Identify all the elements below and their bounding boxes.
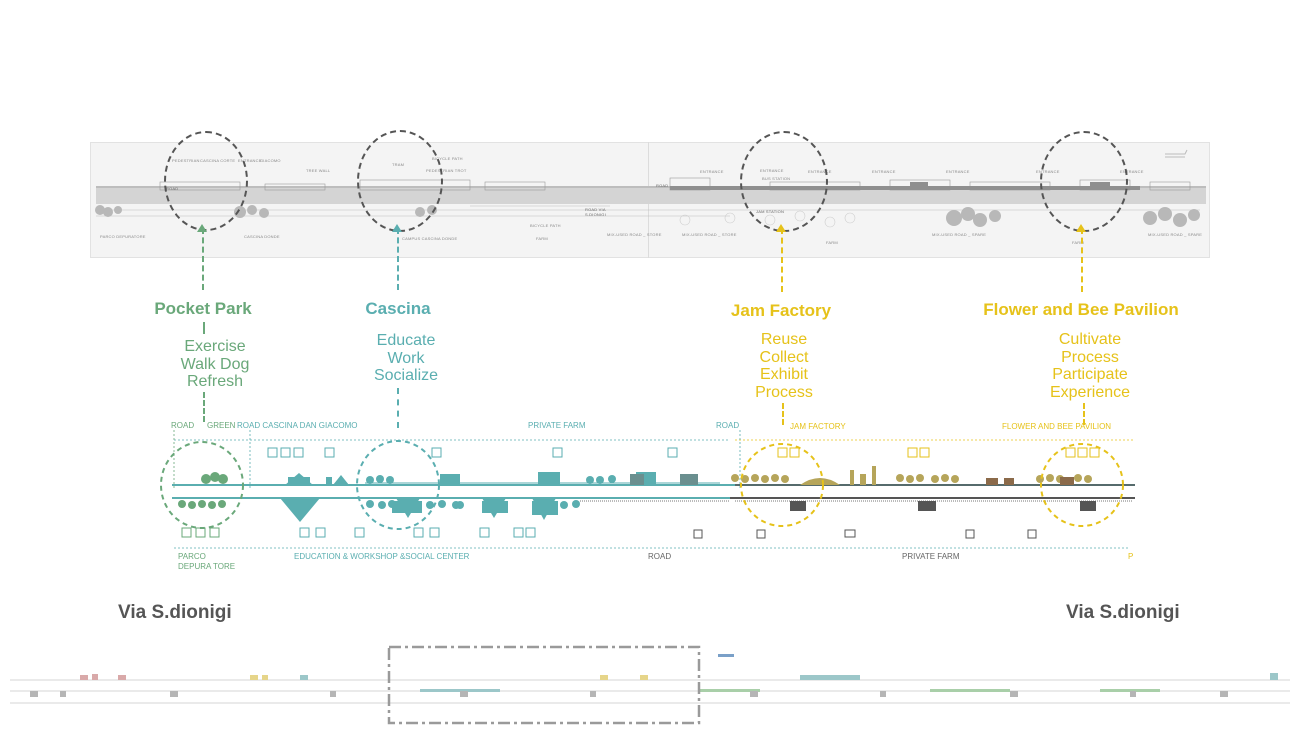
activity-item: Walk Dog xyxy=(180,355,250,373)
activities-flower-bee: Cultivate Process Participate Experience xyxy=(1050,331,1130,401)
activities-jam-factory: Reuse Collect Exhibit Process xyxy=(755,331,813,401)
plan-label: ENTRANCE xyxy=(946,169,970,174)
section-label-road-cascina: ROAD CASCINA DAN GIACOMO xyxy=(237,421,358,430)
activity-item: Educate xyxy=(376,332,436,349)
connector-cascina xyxy=(397,228,399,290)
section-label-green: GREEN xyxy=(207,421,236,430)
plan-label: PEDESTRIAN TROT xyxy=(426,168,467,173)
plan-road-label: ROAD VIA S.DIONIGI xyxy=(585,207,606,217)
plan-label: TREE WALL xyxy=(306,168,331,173)
section-label-education: EDUCATION & WORKSHOP &SOCIAL CENTER xyxy=(294,552,470,561)
activity-item: Reuse xyxy=(760,331,808,348)
plan-label: BICYCLE PATH xyxy=(530,223,561,228)
section-label-road: ROAD xyxy=(648,552,672,561)
plan-label: CAMPUS CASCINA DONDE xyxy=(402,236,458,241)
plan-label: ENTRANCE xyxy=(700,169,724,174)
plan-highlight-jam-factory xyxy=(740,131,828,232)
activity-item: Refresh xyxy=(186,373,244,390)
activity-item: Process xyxy=(1061,348,1119,366)
connector-arrowheads xyxy=(197,224,1086,232)
section-label-flower-bee: FLOWER AND BEE PAVILION xyxy=(1002,422,1112,431)
activity-item: Collect xyxy=(759,348,809,366)
plan-road-label: ROAD xyxy=(656,183,669,188)
overview-strip xyxy=(10,645,1290,725)
plan-highlight-pocket-park xyxy=(164,131,248,231)
activity-item: Process xyxy=(755,383,813,401)
plan-label: MIX-USED ROAD _ STORE xyxy=(682,232,737,237)
section-label-road: ROAD xyxy=(171,421,195,430)
section-label-jam-factory: JAM FACTORY xyxy=(790,422,846,431)
plan-highlight-flower-bee xyxy=(1040,131,1128,232)
connector-pocket-park-section xyxy=(203,392,205,422)
section-label-road: ROAD xyxy=(716,421,740,430)
plan-label: GIACOMO xyxy=(260,158,281,163)
street-label-right: Via S.dionigi xyxy=(1066,602,1180,623)
activity-item: Exhibit xyxy=(759,366,809,383)
connector-pocket-park xyxy=(202,228,204,290)
plan-label: PARCO DEPURATORE xyxy=(100,234,146,239)
plan-label: BICYCLE PATH xyxy=(432,156,463,161)
plan-label: ENTRANCE xyxy=(1120,169,1144,174)
plan-label: FARM xyxy=(1072,240,1084,245)
connector-pocket-park-short xyxy=(203,322,205,334)
activity-item: Experience xyxy=(1049,383,1131,401)
connector-jam-factory xyxy=(781,228,783,292)
plan-highlight-cascina xyxy=(357,130,443,232)
plan-label: ENTRANCE xyxy=(238,158,262,163)
section-drawing xyxy=(160,430,1135,549)
activity-item: Work xyxy=(387,349,425,367)
section-label-private-farm: PRIVATE FARM xyxy=(902,552,960,561)
section-label-private-farm: PRIVATE FARM xyxy=(528,421,586,430)
activity-item: Cultivate xyxy=(1058,331,1122,348)
section-label-p: P xyxy=(1128,552,1134,561)
node-title-pocket-park: Pocket Park xyxy=(154,299,252,318)
connector-cascina-section xyxy=(397,388,399,428)
plan-road-edge xyxy=(96,186,1206,188)
plan-details xyxy=(95,149,1200,228)
connector-jam-section xyxy=(782,403,784,425)
section-label-parco: PARCO DEPURA TORE xyxy=(178,552,236,571)
plan-label: FARM xyxy=(536,236,548,241)
activities-cascina: Educate Work Socialize xyxy=(374,332,438,385)
connector-flower-bee xyxy=(1081,228,1083,292)
plan-label: MIX-USED ROAD _ SPARE xyxy=(932,232,987,237)
plan-label: CASCINA DONDE xyxy=(244,234,280,239)
node-title-cascina: Cascina xyxy=(365,299,431,318)
connector-flower-section xyxy=(1083,403,1085,425)
activity-item: Socialize xyxy=(373,367,439,384)
node-title-flower-bee: Flower and Bee Pavilion xyxy=(983,300,1179,319)
activity-item: Participate xyxy=(1052,366,1128,383)
activity-item: Exercise xyxy=(184,338,246,355)
plan-label: ENTRANCE xyxy=(872,169,896,174)
plan-label: MIX-USED ROAD _ SPARE xyxy=(1148,232,1203,237)
plan-label: FARM xyxy=(826,240,838,245)
plan-label: MIX-USED ROAD _ STORE xyxy=(607,232,662,237)
activities-pocket-park: Exercise Walk Dog Refresh xyxy=(181,338,250,391)
node-title-jam-factory: Jam Factory xyxy=(730,301,832,320)
street-label-left: Via S.dionigi xyxy=(118,602,232,623)
